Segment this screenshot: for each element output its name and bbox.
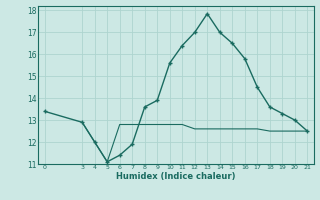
X-axis label: Humidex (Indice chaleur): Humidex (Indice chaleur) xyxy=(116,172,236,181)
